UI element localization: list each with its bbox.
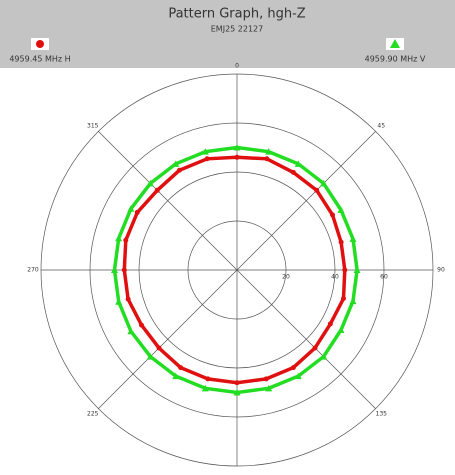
- theta-tick-label: 315: [87, 122, 99, 129]
- marker: [234, 154, 240, 160]
- marker: [154, 187, 160, 193]
- r-tick-label: 60: [380, 274, 388, 281]
- marker: [329, 212, 335, 218]
- marker: [320, 179, 328, 187]
- legend-label: 4959.90 MHz V: [365, 55, 426, 64]
- spoke: [98, 131, 238, 271]
- marker: [290, 169, 296, 175]
- marker: [146, 179, 154, 187]
- theta-tick-label: 225: [87, 411, 99, 418]
- marker: [290, 365, 296, 371]
- marker: [125, 296, 131, 302]
- marker: [349, 235, 357, 242]
- spoke: [236, 131, 376, 271]
- marker: [123, 237, 129, 243]
- marker: [314, 187, 320, 193]
- marker: [294, 160, 302, 167]
- legend-marker: [36, 40, 44, 48]
- spoke: [98, 269, 238, 409]
- marker: [111, 266, 118, 273]
- marker: [337, 206, 345, 213]
- marker: [146, 353, 154, 360]
- spoke: [236, 269, 376, 409]
- marker: [172, 160, 180, 167]
- marker: [342, 267, 348, 273]
- marker: [233, 389, 241, 396]
- marker: [178, 365, 184, 371]
- marker: [327, 321, 333, 327]
- marker: [139, 322, 145, 328]
- legend-label: 4959.45 MHz H: [9, 55, 70, 64]
- marker: [172, 372, 180, 380]
- marker: [265, 384, 273, 392]
- chart-subtitle: EMJ25 22127: [211, 25, 264, 34]
- chart-title: Pattern Graph, hgh-Z: [168, 7, 305, 22]
- theta-tick-label: 135: [376, 411, 388, 418]
- marker: [312, 345, 318, 351]
- theta-tick-label: 0: [235, 63, 239, 70]
- marker: [127, 327, 135, 335]
- theta-tick-label: 45: [377, 122, 385, 129]
- marker: [201, 384, 209, 392]
- legend-marker: [390, 39, 400, 48]
- theta-tick-label: 90: [437, 267, 445, 274]
- marker: [338, 239, 344, 245]
- marker: [115, 298, 123, 305]
- marker: [121, 267, 127, 273]
- plot-area: 20406004590135180225270315: [27, 63, 445, 475]
- marker: [349, 297, 357, 305]
- marker: [204, 156, 210, 162]
- marker: [201, 148, 209, 155]
- marker: [294, 372, 302, 380]
- marker: [115, 234, 123, 242]
- marker: [353, 266, 361, 273]
- marker: [265, 148, 273, 155]
- header-band: [0, 0, 455, 68]
- marker: [320, 353, 328, 360]
- r-tick-label: 20: [282, 274, 290, 281]
- marker: [264, 156, 270, 162]
- marker: [340, 296, 346, 302]
- marker: [233, 144, 241, 151]
- theta-tick-label: 270: [27, 267, 39, 274]
- marker: [127, 205, 135, 212]
- marker: [234, 380, 240, 386]
- marker: [263, 376, 269, 382]
- marker: [156, 345, 162, 351]
- legend: 4959.45 MHz H 4959.90 MHz V: [9, 38, 426, 64]
- marker: [337, 326, 345, 334]
- r-tick-label: 40: [331, 274, 339, 281]
- marker: [205, 376, 211, 382]
- marker: [134, 209, 140, 215]
- marker: [176, 167, 182, 173]
